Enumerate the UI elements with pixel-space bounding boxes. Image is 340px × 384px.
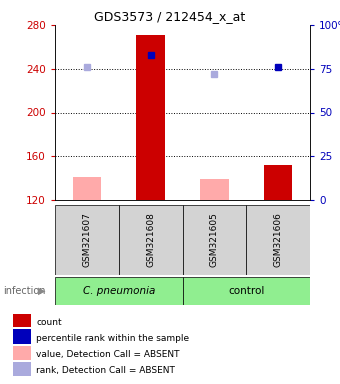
Bar xyxy=(55,277,183,305)
Text: GSM321605: GSM321605 xyxy=(210,213,219,267)
Text: C. pneumonia: C. pneumonia xyxy=(83,286,155,296)
Text: control: control xyxy=(228,286,265,296)
Bar xyxy=(183,205,246,275)
Bar xyxy=(13,329,31,344)
Text: percentile rank within the sample: percentile rank within the sample xyxy=(36,334,189,343)
Bar xyxy=(119,205,183,275)
Text: count: count xyxy=(36,318,62,327)
Bar xyxy=(13,362,31,376)
Bar xyxy=(264,165,292,200)
Text: rank, Detection Call = ABSENT: rank, Detection Call = ABSENT xyxy=(36,366,175,376)
Bar xyxy=(246,205,310,275)
Bar xyxy=(200,179,229,200)
Text: value, Detection Call = ABSENT: value, Detection Call = ABSENT xyxy=(36,350,180,359)
Text: GSM321607: GSM321607 xyxy=(82,213,91,267)
Text: infection: infection xyxy=(3,286,46,296)
Bar xyxy=(183,277,310,305)
Text: GSM321608: GSM321608 xyxy=(146,213,155,267)
Bar xyxy=(136,35,165,200)
Text: GDS3573 / 212454_x_at: GDS3573 / 212454_x_at xyxy=(95,10,245,23)
Bar xyxy=(13,346,31,360)
Bar xyxy=(72,177,101,200)
Text: GSM321606: GSM321606 xyxy=(274,213,283,267)
Bar xyxy=(55,205,119,275)
Text: ▶: ▶ xyxy=(38,286,45,296)
Bar xyxy=(13,313,31,327)
